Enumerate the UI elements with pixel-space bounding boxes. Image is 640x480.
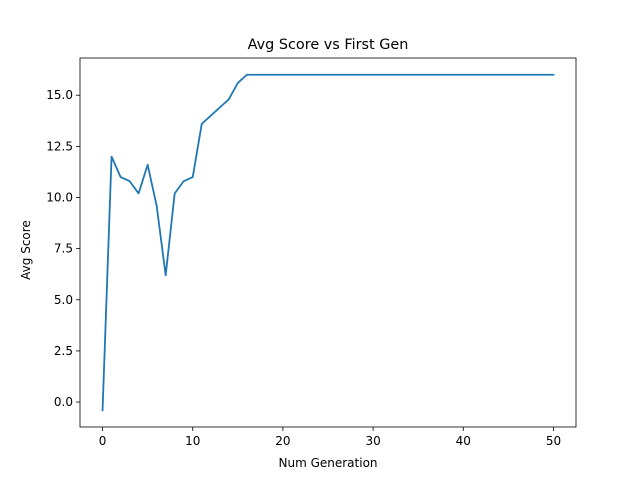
y-axis-title: Avg Score — [19, 220, 33, 280]
y-tick-label: 12.5 — [46, 139, 73, 153]
series-line-0 — [101, 73, 555, 412]
x-tick-label: 20 — [275, 434, 290, 448]
x-tick-label: 50 — [546, 434, 561, 448]
x-tick-label: 40 — [456, 434, 471, 448]
x-axis: 0 10 20 30 40 50 — [99, 427, 561, 448]
y-tick-label: 15.0 — [46, 88, 73, 102]
x-axis-title: Num Generation — [278, 456, 377, 470]
y-axis: 0.0 2.5 5.0 7.5 10.0 12.5 15.0 — [46, 88, 80, 409]
y-tick-label: 7.5 — [54, 242, 73, 256]
x-tick-label: 30 — [365, 434, 380, 448]
y-tick-label: 2.5 — [54, 344, 73, 358]
chart-title: Avg Score vs First Gen — [248, 37, 409, 53]
series-layer — [101, 73, 555, 412]
x-tick-label: 10 — [185, 434, 200, 448]
x-tick-label: 0 — [99, 434, 107, 448]
y-tick-label: 0.0 — [54, 395, 73, 409]
y-tick-label: 10.0 — [46, 191, 73, 205]
plot-frame — [79, 57, 577, 428]
plot-area — [79, 57, 577, 428]
y-tick-label: 5.0 — [54, 293, 73, 307]
